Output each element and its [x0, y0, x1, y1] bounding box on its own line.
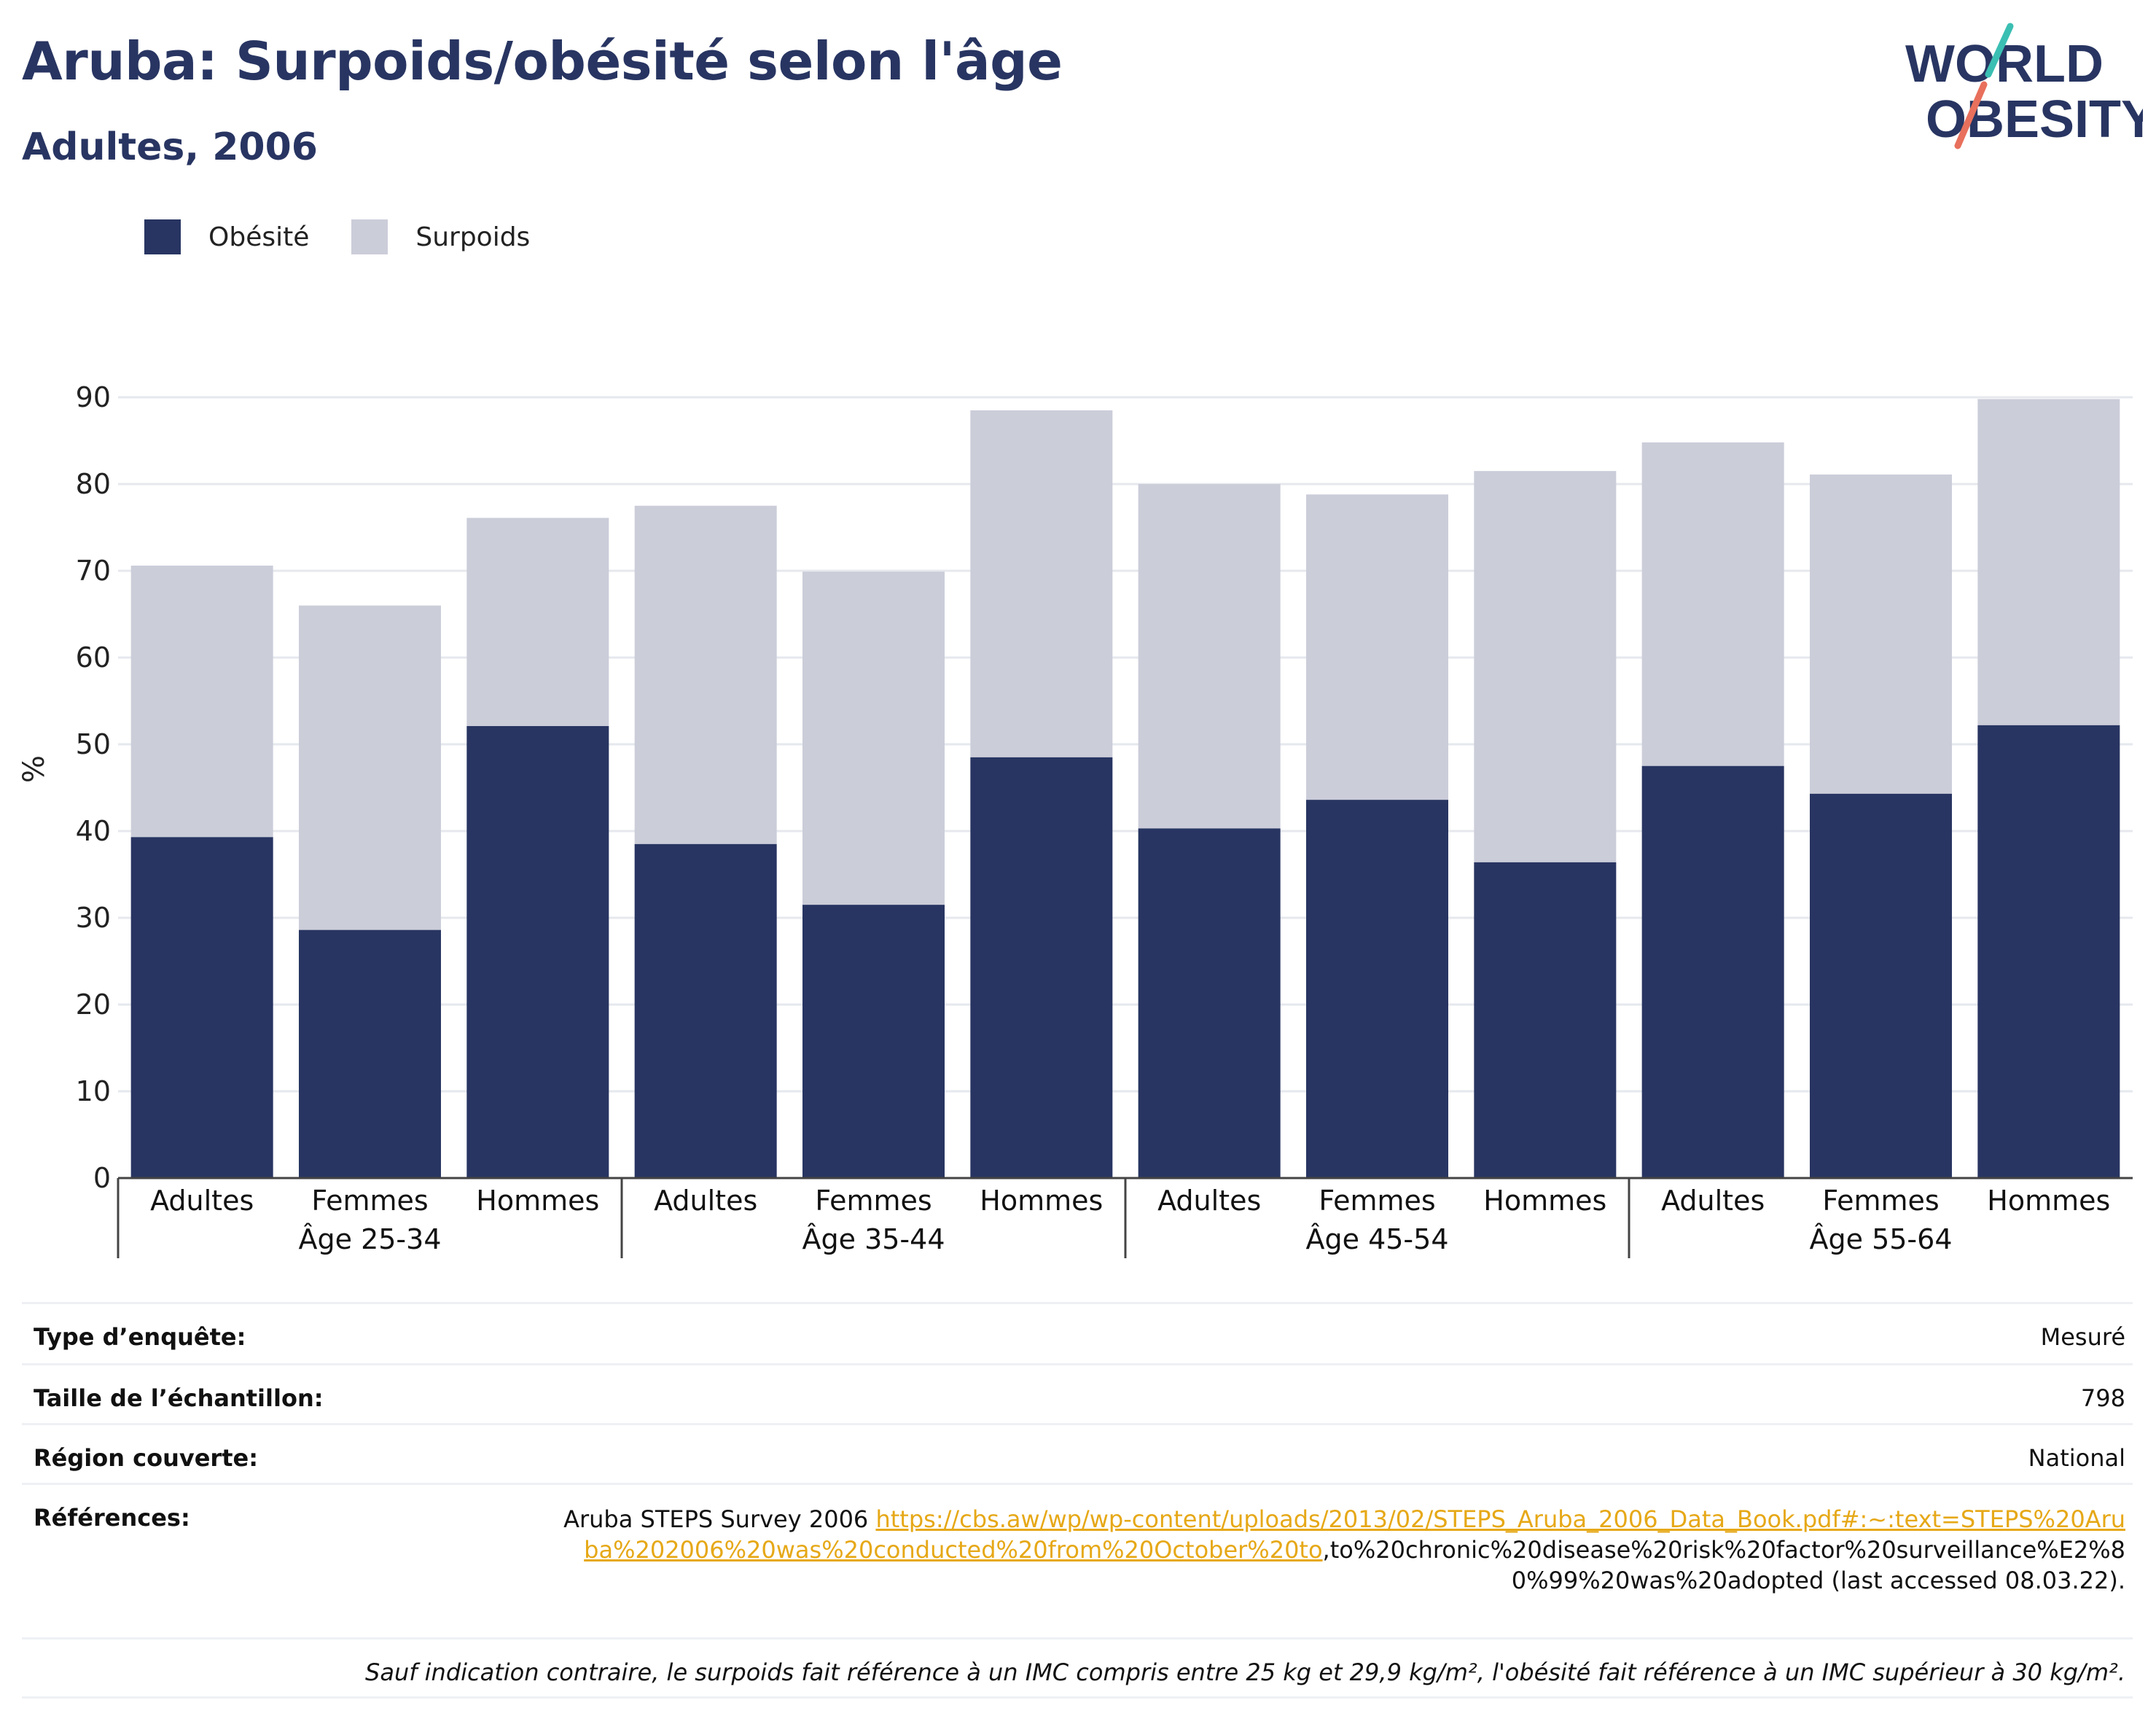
bar-surpoids [1810, 474, 1952, 794]
bar-obesite [1810, 793, 1952, 1178]
y-tick-label: 50 [76, 728, 111, 760]
bar-obesite [1306, 800, 1448, 1178]
y-tick-label: 90 [76, 381, 111, 413]
y-tick-label: 10 [76, 1075, 111, 1107]
x-category-label: Femmes [1822, 1185, 1939, 1217]
x-category-label: Adultes [150, 1185, 254, 1217]
bar-obesite [634, 843, 777, 1178]
logo-slash-coral [1954, 81, 1988, 149]
survey-type-value: Mesuré [2040, 1323, 2125, 1351]
bar-obesite [130, 837, 273, 1178]
info-row-region: Région couverte: National [22, 1423, 2133, 1483]
chart-subtitle: Adultes, 2006 [22, 125, 318, 169]
bar-obesite [466, 726, 609, 1178]
references-value: Aruba STEPS Survey 2006 https://cbs.aw/w… [558, 1504, 2125, 1637]
bar-surpoids [1474, 471, 1617, 862]
info-row-footnote: Sauf indication contraire, le surpoids f… [22, 1637, 2133, 1699]
chart-title: Aruba: Surpoids/obésité selon l'âge [22, 31, 1063, 92]
y-tick-label: 20 [76, 989, 111, 1021]
bar-surpoids [466, 518, 609, 727]
bar-surpoids [130, 565, 273, 838]
x-category-label: Adultes [654, 1185, 757, 1217]
region-label: Région couverte: [34, 1444, 258, 1472]
y-tick-label: 0 [93, 1162, 111, 1194]
sample-size-value: 798 [2080, 1384, 2125, 1412]
region-value: National [2028, 1444, 2125, 1472]
bar-obesite [1641, 765, 1784, 1178]
bar-obesite [1474, 862, 1617, 1178]
bar-surpoids [1641, 442, 1784, 766]
sample-size-label: Taille de l’échantillon: [34, 1384, 324, 1412]
legend-item-surpoids[interactable]: Surpoids [351, 219, 530, 254]
chart-legend: Obésité Surpoids [144, 217, 572, 257]
y-tick-label: 80 [76, 468, 111, 500]
bar-surpoids [1977, 399, 2120, 725]
x-category-label: Hommes [1483, 1185, 1606, 1217]
survey-type-label: Type d’enquête: [34, 1323, 246, 1351]
bar-obesite [802, 905, 945, 1178]
bar-obesite [1138, 828, 1281, 1178]
x-category-label: Hommes [476, 1185, 599, 1217]
references-prefix: Aruba STEPS Survey 2006 [563, 1505, 876, 1533]
x-category-label: Hommes [1987, 1185, 2110, 1217]
world-obesity-logo: WORLD OBESITY [1905, 23, 2143, 149]
y-tick-label: 60 [76, 642, 111, 674]
legend-label-obesite: Obésité [208, 222, 310, 252]
x-category-label: Hommes [980, 1185, 1103, 1217]
stacked-bar-chart: 0 10 20 30 40 50 60 70 80 90% Adultes Femmes Hommes A… [17, 381, 2133, 1258]
y-axis-label: % [17, 755, 51, 783]
references-label: Références: [34, 1504, 190, 1532]
x-group-label: Âge 25-34 [299, 1223, 442, 1255]
legend-label-surpoids: Surpoids [415, 222, 531, 252]
bar-surpoids [1138, 484, 1281, 829]
legend-item-obesite[interactable]: Obésité [144, 219, 309, 254]
y-tick-label: 30 [76, 902, 111, 934]
references-suffix: ,to%20chronic%20disease%20risk%20factor%… [1322, 1536, 2125, 1594]
bar-obesite [970, 757, 1113, 1178]
info-row-references: Références: Aruba STEPS Survey 2006 http… [22, 1483, 2133, 1637]
bar-obesite [1977, 725, 2120, 1178]
x-group-label: Âge 55-64 [1810, 1223, 1953, 1255]
bar-surpoids [802, 572, 945, 905]
x-category-label: Femmes [1319, 1185, 1435, 1217]
x-category-label: Adultes [1661, 1185, 1765, 1217]
bar-surpoids [634, 505, 777, 844]
footnote: Sauf indication contraire, le surpoids f… [365, 1658, 2125, 1686]
references-link[interactable]: https://cbs.aw/wp/wp-content/uploads/201… [584, 1505, 2125, 1564]
x-category-label: Femmes [311, 1185, 428, 1217]
bar-surpoids [970, 410, 1113, 757]
x-group-label: Âge 35-44 [802, 1223, 945, 1255]
legend-swatch-obesite [144, 219, 181, 254]
info-row-sample-size: Taille de l’échantillon: 798 [22, 1363, 2133, 1423]
legend-swatch-surpoids [351, 219, 388, 254]
bar-surpoids [1306, 494, 1448, 800]
survey-info-table: Type d’enquête: Mesuré Taille de l’échan… [22, 1302, 2133, 1699]
bar-surpoids [299, 605, 441, 930]
x-category-label: Femmes [815, 1185, 931, 1217]
y-tick-label: 70 [76, 555, 111, 587]
x-category-label: Adultes [1157, 1185, 1261, 1217]
info-row-survey-type: Type d’enquête: Mesuré [22, 1302, 2133, 1363]
x-group-label: Âge 45-54 [1306, 1223, 1449, 1255]
bar-obesite [299, 929, 441, 1178]
logo-slash-teal [1985, 23, 2014, 78]
y-tick-label: 40 [76, 815, 111, 847]
